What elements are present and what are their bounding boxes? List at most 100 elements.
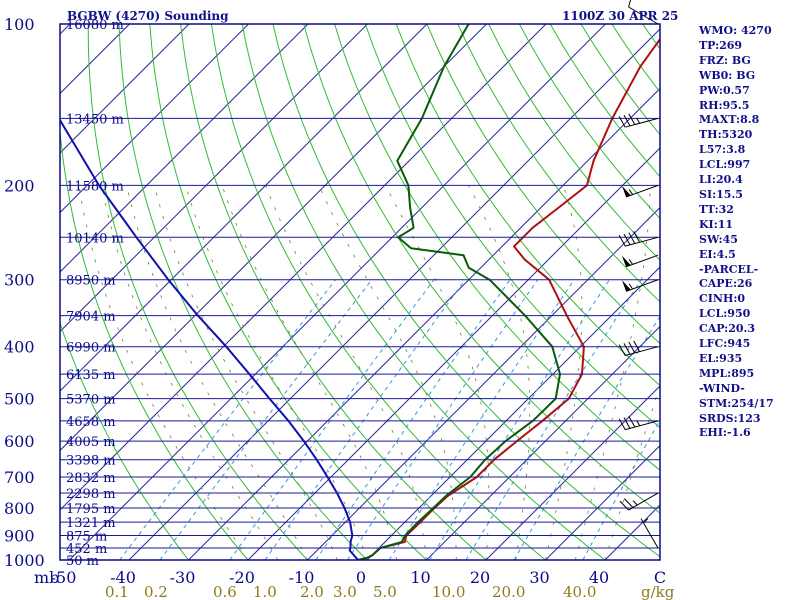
index-item: MAXT:8.8 (699, 113, 760, 127)
height-level-label: 1795 m (66, 502, 116, 517)
temperature-tick-label: -50 (51, 568, 77, 587)
height-level-label: 875 m (66, 529, 107, 544)
index-item: EI:4.5 (699, 247, 736, 261)
moist-adiabat-line (185, 185, 368, 560)
temperature-tick-label: -10 (289, 568, 315, 587)
moist-adiabat-line (101, 185, 279, 560)
isotherm-line (60, 24, 487, 452)
height-level-label: 1321 m (66, 516, 116, 531)
wind-barb (640, 518, 659, 549)
temperature-unit-label: C (654, 568, 666, 587)
isotherm-line (247, 147, 660, 560)
height-level-label: 452 m (66, 542, 107, 557)
moist-adiabat-line (153, 185, 338, 560)
height-level-label: 13450 m (66, 112, 124, 127)
index-item: SRDS:123 (699, 411, 761, 425)
wind-barb (619, 492, 659, 511)
mixing-ratio-tick-label: 0.1 (105, 583, 129, 600)
index-item: STM:254/17 (699, 396, 774, 410)
index-item: TP:269 (699, 38, 743, 52)
index-item: WB0: BG (699, 68, 756, 82)
isotherm-line (426, 325, 660, 560)
index-item: TH:5320 (699, 128, 753, 142)
wind-barb (618, 340, 659, 356)
plot-border (59, 23, 661, 561)
pressure-tick-label: 1000 (4, 551, 45, 570)
wind-barbs (618, 0, 659, 549)
pressure-tick-label: 800 (4, 499, 35, 518)
mixing-ratio-tick-label: 1.0 (253, 583, 277, 600)
height-level-label: 3398 m (66, 454, 116, 469)
plot-frame (59, 23, 661, 561)
index-item: SW:45 (699, 232, 738, 246)
temperature-tick-label: -30 (170, 568, 196, 587)
height-level-label: 8950 m (66, 274, 116, 289)
wind-barb (618, 113, 659, 128)
index-item: TT:32 (699, 202, 734, 216)
index-item: PW:0.57 (699, 83, 750, 97)
mixing-ratio-line (119, 279, 336, 560)
pressure-tick-label: 100 (4, 15, 35, 34)
isotherm-line (307, 206, 660, 560)
index-item: EL:935 (699, 351, 743, 365)
mixing-ratio-line (513, 315, 660, 560)
wind-barb (618, 231, 659, 247)
index-item: -PARCEL- (699, 262, 759, 276)
index-item: LCL:950 (699, 307, 751, 321)
index-item: RH:95.5 (699, 98, 750, 112)
isotherm-line (60, 24, 309, 273)
mixing-ratio-line (429, 279, 610, 560)
height-level-label: 4658 m (66, 415, 116, 430)
moist-adiabat-line (126, 185, 308, 560)
height-level-label: 16080 m (66, 18, 124, 33)
height-level-label: 4005 m (66, 435, 116, 450)
temperature-tick-label: 40 (589, 568, 609, 587)
isotherm-line (366, 266, 660, 560)
pressure-tick-label: 600 (4, 432, 35, 451)
height-level-label: 2298 m (66, 487, 116, 502)
isotherm-line (60, 24, 368, 333)
mixing-ratio-line (159, 279, 373, 560)
dry-adiabat-line (149, 24, 427, 560)
mixing-ratio-unit-label: g/kg (641, 583, 675, 600)
mixing-ratio-tick-label: 5.0 (373, 583, 397, 600)
mixing-ratio-tick-label: 10.0 (432, 583, 465, 600)
mixing-ratio-tick-label: 3.0 (333, 583, 357, 600)
wind-barb (621, 254, 659, 268)
height-level-label: 6135 m (66, 368, 116, 383)
mixing-ratio-tick-label: 0.6 (213, 583, 237, 600)
mixing-ratio-line (465, 279, 642, 560)
dry-adiabat-line (303, 24, 660, 514)
pressure-tick-label: 200 (4, 176, 35, 195)
index-item: L57:3.8 (699, 143, 746, 157)
mixing-ratio-tick-label: 20.0 (492, 583, 525, 600)
temperature-tick-label: -40 (110, 568, 136, 587)
index-item: MPL:895 (699, 366, 755, 380)
temperature-tick-label: 20 (470, 568, 490, 587)
temperature-tick-label: 10 (410, 568, 430, 587)
height-level-label: 50 m (66, 554, 99, 569)
height-level-label: 10140 m (66, 231, 124, 246)
mixing-ratio-line (229, 279, 435, 560)
index-item: CAPE:26 (699, 277, 753, 291)
sounding-time: 1100Z 30 APR 25 (562, 9, 679, 23)
parcel-trace (60, 118, 359, 560)
moist-adiabat-line (265, 185, 427, 560)
height-level-label: 11580 m (66, 179, 124, 194)
pressure-tick-label: 900 (4, 526, 35, 545)
isotherm-line (545, 444, 660, 560)
index-item: CAP:20.3 (699, 322, 756, 336)
pressure-tick-label: 700 (4, 468, 35, 487)
temperature-tick-label: 0 (356, 568, 366, 587)
isotherm-line (60, 24, 547, 511)
index-item: CINH:0 (699, 292, 746, 306)
wind-barb (628, 0, 659, 25)
mixing-ratio-tick-label: 40.0 (563, 583, 596, 600)
mixing-ratio-line (347, 279, 539, 560)
pressure-tick-label: 400 (4, 338, 35, 357)
mixing-ratio-line (315, 279, 511, 560)
mixing-ratio-line (388, 279, 575, 560)
index-item: SI:15.5 (699, 187, 743, 201)
